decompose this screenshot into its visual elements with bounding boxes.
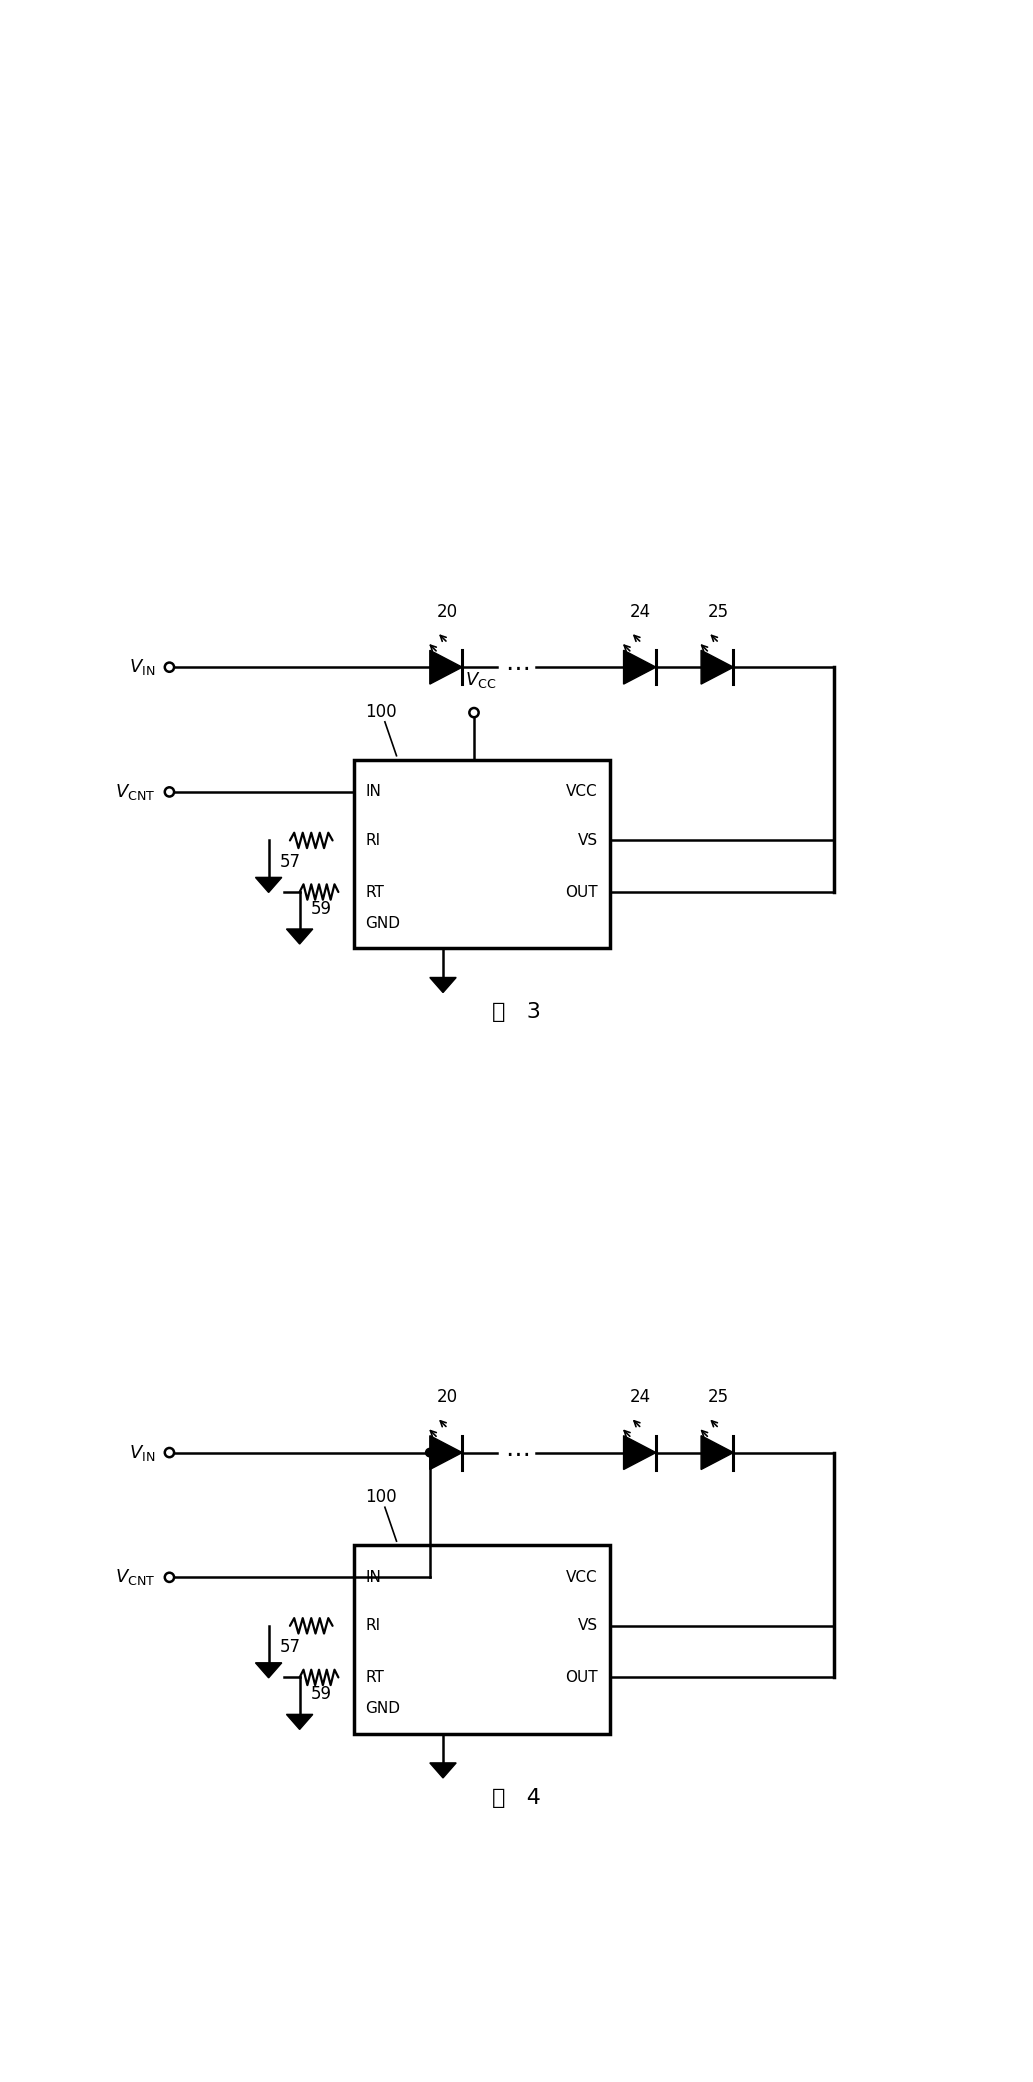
Text: GND: GND [366,1701,401,1716]
Polygon shape [430,976,457,993]
Text: RI: RI [366,1618,380,1634]
Text: 59: 59 [311,1684,332,1703]
Text: 20: 20 [436,604,458,620]
Text: 59: 59 [311,899,332,918]
Text: 25: 25 [708,1389,728,1405]
Text: RI: RI [366,833,380,847]
Text: VS: VS [577,1618,598,1634]
Text: 24: 24 [630,604,651,620]
Polygon shape [430,1763,457,1778]
Polygon shape [701,650,733,685]
Text: IN: IN [366,785,381,799]
Text: $V_{\rm CNT}$: $V_{\rm CNT}$ [116,1568,156,1586]
Text: VCC: VCC [566,1570,598,1584]
Text: IN: IN [366,1570,381,1584]
Polygon shape [701,1437,733,1470]
Text: 57: 57 [280,854,301,870]
Bar [354,760,609,947]
Polygon shape [430,650,462,685]
Bar [354,1545,609,1734]
Text: $\cdots$: $\cdots$ [504,656,529,679]
Polygon shape [255,877,282,893]
Text: 24: 24 [630,1389,651,1405]
Text: 图   3: 图 3 [492,1001,541,1022]
Text: 100: 100 [366,704,397,720]
Text: $V_{\rm CNT}$: $V_{\rm CNT}$ [116,783,156,802]
Text: RT: RT [366,1670,384,1684]
Text: 20: 20 [436,1389,458,1405]
Text: 57: 57 [280,1639,301,1657]
Polygon shape [430,1437,462,1470]
Text: GND: GND [366,916,401,931]
Polygon shape [624,650,656,685]
Text: 图   4: 图 4 [492,1788,541,1807]
Text: VS: VS [577,833,598,847]
Polygon shape [624,1437,656,1470]
Text: 100: 100 [366,1489,397,1505]
Circle shape [426,1449,434,1457]
Text: 25: 25 [708,604,728,620]
Text: $\cdots$: $\cdots$ [504,1441,529,1464]
Polygon shape [286,1713,313,1730]
Text: $V_{\rm CC}$: $V_{\rm CC}$ [465,670,496,689]
Text: OUT: OUT [565,885,598,899]
Text: $V_{\rm IN}$: $V_{\rm IN}$ [129,658,156,677]
Text: OUT: OUT [565,1670,598,1684]
Text: $V_{\rm IN}$: $V_{\rm IN}$ [129,1443,156,1462]
Text: RT: RT [366,885,384,899]
Polygon shape [286,929,313,943]
Text: VCC: VCC [566,785,598,799]
Polygon shape [255,1664,282,1678]
